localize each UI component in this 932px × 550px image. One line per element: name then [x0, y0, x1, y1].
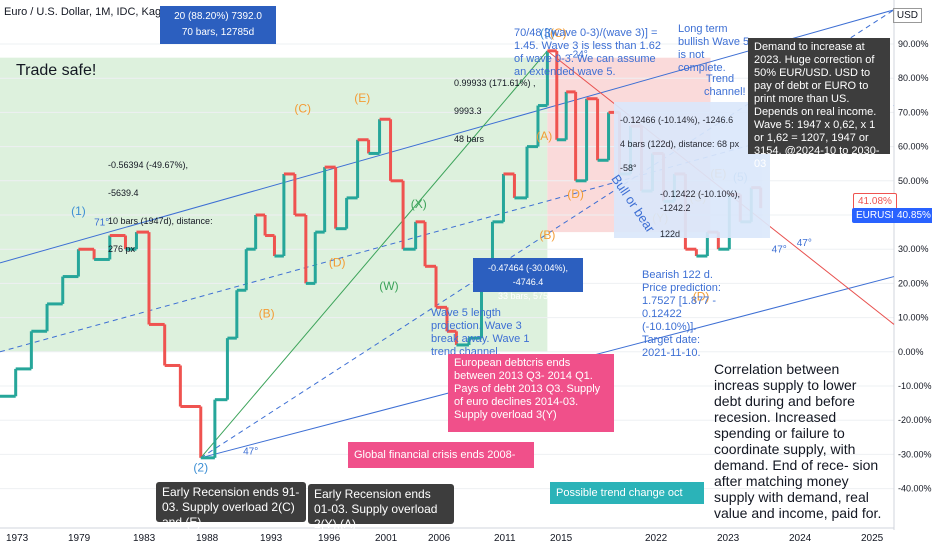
measure-mid-line: 0.99933 (171.61%) , 9993.3 [454, 78, 536, 116]
y-tick-label: -30.00% [898, 449, 932, 459]
angle-label: 47° [797, 238, 812, 249]
trend-channel-text: Trend channel! [704, 73, 746, 98]
y-tick-label: -20.00% [898, 415, 932, 425]
measure-mid-box: 0.99933 (171.61%) , 9993.3 48 bars [448, 66, 568, 156]
y-tick-label: 30.00% [898, 244, 929, 254]
measure-right-angle: -58° [620, 163, 637, 173]
early-recession-91-note: Early Recension ends 91-03. Supply overl… [156, 482, 306, 529]
wave-label: (E) [354, 91, 370, 105]
x-tick-label: 1988 [196, 533, 219, 544]
x-tick-label: 2022 [645, 533, 668, 544]
european-debt-note: European debtcris ends between 2013 Q3- … [448, 354, 614, 432]
wave-ratio-text: 70/48 [(wave 0-3)/(wave 3)] = 1.45. Wave… [514, 27, 661, 78]
currency-label[interactable]: USD [892, 8, 922, 23]
y-tick-label: 20.00% [898, 278, 929, 288]
y-tick-label: 0.00% [898, 347, 924, 357]
measure-top-box: 20 (88.20%) 7392.0 70 bars, 12785d [160, 6, 276, 44]
wave-label: (D) [329, 255, 346, 269]
trade-safe-label: Trade safe! [16, 62, 97, 79]
x-tick-label: 2015 [550, 533, 573, 544]
measure-low-box: -0.47464 (-30.04%), -4746.4 33 bars, 575… [473, 258, 583, 301]
y-tick-label: 90.00% [898, 39, 929, 49]
y-tick-label: 60.00% [898, 142, 929, 152]
x-tick-label: 2023 [717, 533, 740, 544]
x-tick-label: 2025 [861, 533, 884, 544]
eurusd-value-tag: 40.85% [893, 208, 932, 223]
wave-label: (2) [193, 461, 208, 475]
x-tick-label: 2006 [428, 533, 451, 544]
y-tick-label: 70.00% [898, 107, 929, 117]
x-tick-label: 1983 [133, 533, 156, 544]
wave-label: (X) [411, 197, 427, 211]
measure-mid-bars: 48 bars [454, 134, 485, 144]
angle-label: 47° [243, 446, 258, 457]
wave-label: (A) [536, 129, 552, 143]
early-recession-01-note: Early Recension ends 01-03. Supply overl… [308, 484, 454, 531]
wave-label: (B) [539, 228, 555, 242]
measure-top-line2: 70 bars, 12785d [181, 27, 255, 38]
measure-left-line2: 10 bars (1947d), distance: 276 px [108, 216, 213, 254]
angle-label: 71° [94, 217, 109, 228]
y-tick-label: -40.00% [898, 484, 932, 494]
measure-right-line2: 4 bars (122d), distance: 68 px [620, 139, 740, 149]
possible-trend-note: Possible trend change oct 2021 [550, 482, 704, 515]
wave-zone-green [0, 57, 548, 352]
global-crisis-note: Global financial crisis ends 2008-06. [348, 442, 534, 481]
x-tick-label: 1996 [318, 533, 341, 544]
wave-label: (W) [379, 279, 398, 293]
measure-low-line1: -0.47464 (-30.04%), -4746.4 [487, 263, 569, 287]
measure-low-line2: 33 bars, 5751d [497, 291, 559, 301]
x-tick-label: 1979 [68, 533, 91, 544]
y-tick-label: -10.00% [898, 381, 932, 391]
wave-label: (3) [540, 26, 555, 40]
angle-label: -24° [569, 50, 587, 61]
measure-left-line1: -0.56394 (-49.67%), -5639.4 [108, 160, 189, 198]
correlation-note: Correlation between increas supply to lo… [714, 361, 882, 521]
eurusd-label-tag: EURUSD [852, 208, 903, 223]
wave-label: (D) [693, 290, 710, 304]
wave-label: (C) [294, 101, 311, 115]
wave-label: (B) [259, 307, 275, 321]
y-tick-label: 80.00% [898, 73, 929, 83]
measure-right2-line: -0.12422 (-10.10%), -1242.2 [660, 189, 741, 213]
x-tick-label: 2011 [494, 533, 516, 544]
long-term-text: Long term bullish Wave 5 is not complete… [678, 23, 750, 74]
wave-label: (D) [567, 187, 584, 201]
measure-top-line1: 20 (88.20%) 7392.0 [174, 11, 262, 22]
trend-line [200, 50, 548, 459]
y-tick-label: 50.00% [898, 176, 929, 186]
measure-left-box: -0.56394 (-49.67%), -5639.4 10 bars (194… [102, 148, 222, 266]
measure-right2-days: 122d [660, 229, 681, 239]
wave-label: (1) [71, 204, 86, 218]
demand-note: Demand to increase at 2023. Huge correct… [748, 38, 890, 170]
measure-right-box: -0.12466 (-10.14%), -1246.6 4 bars (122d… [614, 102, 770, 239]
measure-right-line1: -0.12466 (-10.14%), -1246.6 [620, 115, 734, 125]
wave-label: (C) [550, 26, 567, 40]
x-tick-label: 2001 [375, 533, 398, 544]
x-tick-label: 1993 [260, 533, 283, 544]
y-tick-label: 10.00% [898, 313, 929, 323]
trend-line [0, 9, 895, 264]
angle-label: 47° [772, 245, 787, 256]
bearish-note: Bearish 122 d. Price prediction: 1.7527 … [642, 269, 721, 359]
x-tick-label: 1973 [6, 533, 29, 544]
x-tick-label: 2024 [789, 533, 812, 544]
